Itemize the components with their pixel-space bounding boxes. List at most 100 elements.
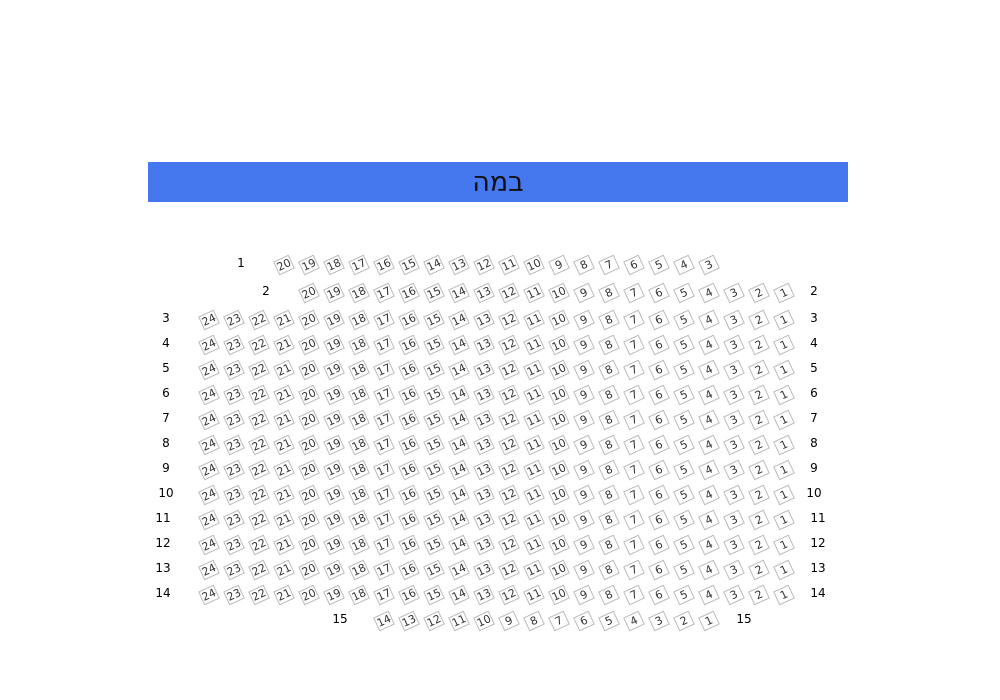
seat[interactable]: 11 xyxy=(523,309,545,331)
seat[interactable]: 15 xyxy=(423,484,445,506)
seat[interactable]: 18 xyxy=(348,459,370,481)
seat[interactable]: 5 xyxy=(673,484,695,506)
seat[interactable]: 15 xyxy=(423,334,445,356)
seat[interactable]: 12 xyxy=(498,559,520,581)
seat[interactable]: 3 xyxy=(723,334,745,356)
seat[interactable]: 3 xyxy=(723,484,745,506)
seat[interactable]: 18 xyxy=(348,359,370,381)
seat[interactable]: 12 xyxy=(423,610,445,632)
seat[interactable]: 18 xyxy=(348,282,370,304)
seat[interactable]: 23 xyxy=(223,359,245,381)
seat[interactable]: 13 xyxy=(473,334,495,356)
seat[interactable]: 1 xyxy=(773,559,795,581)
seat[interactable]: 14 xyxy=(448,384,470,406)
seat[interactable]: 22 xyxy=(248,384,270,406)
seat[interactable]: 13 xyxy=(398,610,420,632)
seat[interactable]: 3 xyxy=(648,610,670,632)
seat[interactable]: 17 xyxy=(373,509,395,531)
seat[interactable]: 1 xyxy=(698,610,720,632)
seat[interactable]: 7 xyxy=(623,534,645,556)
seat[interactable]: 10 xyxy=(548,309,570,331)
seat[interactable]: 4 xyxy=(698,459,720,481)
seat[interactable]: 10 xyxy=(548,559,570,581)
seat[interactable]: 22 xyxy=(248,459,270,481)
seat[interactable]: 22 xyxy=(248,559,270,581)
seat[interactable]: 18 xyxy=(348,434,370,456)
seat[interactable]: 2 xyxy=(748,282,770,304)
seat[interactable]: 3 xyxy=(723,534,745,556)
seat[interactable]: 18 xyxy=(348,384,370,406)
seat[interactable]: 5 xyxy=(673,309,695,331)
seat[interactable]: 10 xyxy=(548,459,570,481)
seat[interactable]: 13 xyxy=(448,254,470,276)
seat[interactable]: 21 xyxy=(273,509,295,531)
seat[interactable]: 20 xyxy=(273,254,295,276)
seat[interactable]: 8 xyxy=(598,359,620,381)
seat[interactable]: 21 xyxy=(273,434,295,456)
seat[interactable]: 1 xyxy=(773,434,795,456)
seat[interactable]: 8 xyxy=(598,409,620,431)
seat[interactable]: 14 xyxy=(448,334,470,356)
seat[interactable]: 6 xyxy=(623,254,645,276)
seat[interactable]: 1 xyxy=(773,409,795,431)
seat[interactable]: 9 xyxy=(573,509,595,531)
seat[interactable]: 9 xyxy=(498,610,520,632)
seat[interactable]: 19 xyxy=(323,409,345,431)
seat[interactable]: 3 xyxy=(723,359,745,381)
seat[interactable]: 16 xyxy=(398,282,420,304)
seat[interactable]: 15 xyxy=(423,282,445,304)
seat[interactable]: 12 xyxy=(498,584,520,606)
seat[interactable]: 18 xyxy=(348,409,370,431)
seat[interactable]: 16 xyxy=(398,509,420,531)
seat[interactable]: 18 xyxy=(348,559,370,581)
seat[interactable]: 21 xyxy=(273,559,295,581)
seat[interactable]: 5 xyxy=(648,254,670,276)
seat[interactable]: 6 xyxy=(648,334,670,356)
seat[interactable]: 16 xyxy=(398,584,420,606)
seat[interactable]: 23 xyxy=(223,434,245,456)
seat[interactable]: 12 xyxy=(498,359,520,381)
seat[interactable]: 24 xyxy=(198,534,220,556)
seat[interactable]: 14 xyxy=(373,610,395,632)
seat[interactable]: 21 xyxy=(273,584,295,606)
seat[interactable]: 9 xyxy=(573,534,595,556)
seat[interactable]: 11 xyxy=(523,509,545,531)
seat[interactable]: 10 xyxy=(548,584,570,606)
seat[interactable]: 22 xyxy=(248,509,270,531)
seat[interactable]: 6 xyxy=(648,484,670,506)
seat[interactable]: 2 xyxy=(748,459,770,481)
seat[interactable]: 15 xyxy=(423,459,445,481)
seat[interactable]: 19 xyxy=(323,282,345,304)
seat[interactable]: 5 xyxy=(673,584,695,606)
seat[interactable]: 12 xyxy=(498,509,520,531)
seat[interactable]: 24 xyxy=(198,434,220,456)
seat[interactable]: 17 xyxy=(373,309,395,331)
seat[interactable]: 18 xyxy=(348,484,370,506)
seat[interactable]: 13 xyxy=(473,559,495,581)
seat[interactable]: 22 xyxy=(248,484,270,506)
seat[interactable]: 22 xyxy=(248,409,270,431)
seat[interactable]: 19 xyxy=(323,309,345,331)
seat[interactable]: 22 xyxy=(248,359,270,381)
seat[interactable]: 5 xyxy=(673,559,695,581)
seat[interactable]: 22 xyxy=(248,584,270,606)
seat[interactable]: 15 xyxy=(423,509,445,531)
seat[interactable]: 4 xyxy=(698,484,720,506)
seat[interactable]: 9 xyxy=(573,309,595,331)
seat[interactable]: 3 xyxy=(723,309,745,331)
seat[interactable]: 7 xyxy=(598,254,620,276)
seat[interactable]: 23 xyxy=(223,534,245,556)
seat[interactable]: 23 xyxy=(223,334,245,356)
seat[interactable]: 2 xyxy=(748,359,770,381)
seat[interactable]: 5 xyxy=(673,282,695,304)
seat[interactable]: 24 xyxy=(198,334,220,356)
seat[interactable]: 15 xyxy=(423,309,445,331)
seat[interactable]: 23 xyxy=(223,309,245,331)
seat[interactable]: 10 xyxy=(548,282,570,304)
seat[interactable]: 6 xyxy=(648,534,670,556)
seat[interactable]: 9 xyxy=(573,359,595,381)
seat[interactable]: 24 xyxy=(198,559,220,581)
seat[interactable]: 9 xyxy=(573,584,595,606)
seat[interactable]: 19 xyxy=(323,509,345,531)
seat[interactable]: 1 xyxy=(773,584,795,606)
